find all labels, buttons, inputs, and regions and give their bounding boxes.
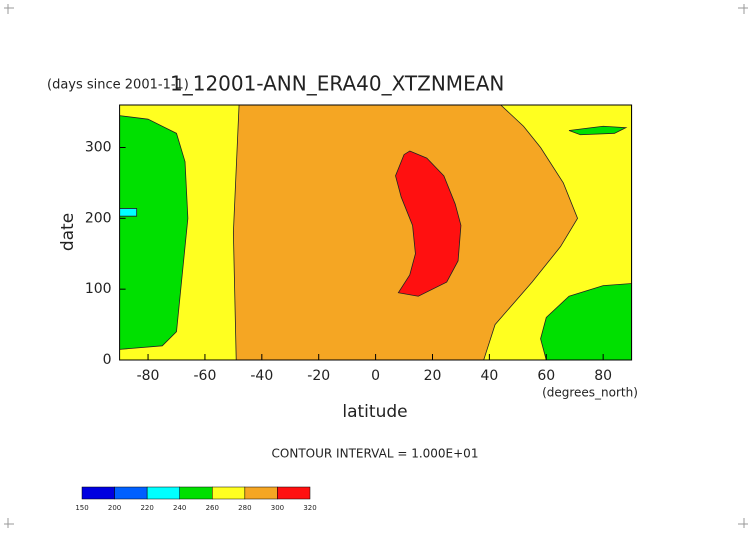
contour-note: CONTOUR INTERVAL = 1.000E+01 <box>272 447 479 461</box>
x-tick-label: -20 <box>307 368 330 384</box>
colorbar-label: 220 <box>140 504 153 512</box>
colorbar-label: 260 <box>206 504 219 512</box>
contour-region <box>568 125 628 136</box>
colorbar-swatch <box>277 486 311 500</box>
x-tick-label: 0 <box>371 368 380 384</box>
x-tick-label: -80 <box>137 368 160 384</box>
colorbar-swatch <box>179 486 213 500</box>
contour-region <box>232 105 579 360</box>
colorbar-label: 200 <box>108 504 121 512</box>
contour-region <box>119 208 138 217</box>
x-tick-label: -60 <box>193 368 216 384</box>
contour-region <box>395 150 462 297</box>
colorbar-swatch <box>212 486 246 500</box>
crop-marks <box>4 4 748 528</box>
x-tick-label: -40 <box>250 368 273 384</box>
x-tick-label: 60 <box>537 368 555 384</box>
colorbar-label: 300 <box>271 504 284 512</box>
y-tick-label: 0 <box>103 352 112 368</box>
contour-fill <box>119 105 632 360</box>
x-tick-label: 40 <box>480 368 498 384</box>
y-tick-label: 100 <box>85 281 112 297</box>
contour-region <box>540 283 632 360</box>
colorbar-swatch <box>244 486 278 500</box>
x-tick-label: 20 <box>424 368 442 384</box>
x-tick-label: 80 <box>594 368 612 384</box>
colorbar-swatch <box>81 486 115 500</box>
y-tick-label: 200 <box>85 210 112 226</box>
colorbar-label: 150 <box>75 504 88 512</box>
contour-region <box>119 115 189 350</box>
x-axis-label: latitude <box>342 402 407 422</box>
colorbar-label: 240 <box>173 504 186 512</box>
y-tick-label: 300 <box>85 140 112 156</box>
chart-title: 1_12001-ANN_ERA40_XTZNMEAN <box>170 72 504 96</box>
x-axis-unit: (degrees_north) <box>542 386 638 400</box>
colorbar-label: 320 <box>303 504 316 512</box>
subtitle: (days since 2001-1-1) <box>47 78 189 93</box>
colorbar-label: 280 <box>238 504 251 512</box>
colorbar-swatch <box>146 486 180 500</box>
y-axis-label: date <box>58 213 78 251</box>
colorbar-swatch <box>114 486 148 500</box>
